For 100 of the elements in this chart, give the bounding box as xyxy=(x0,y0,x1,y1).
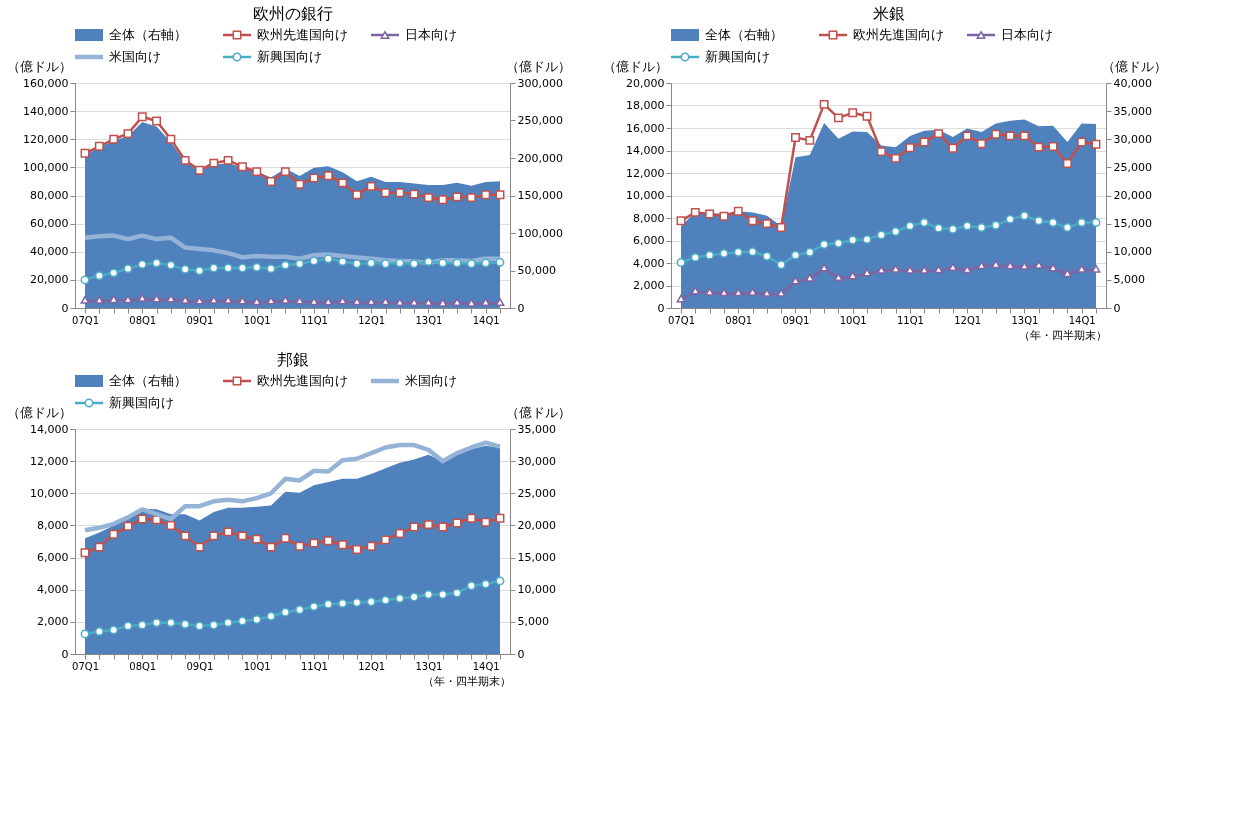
legend-label: 新興国向け xyxy=(705,49,770,64)
point xyxy=(690,207,700,217)
point xyxy=(919,218,929,227)
y-tick-label: 10,000 xyxy=(626,189,665,202)
point xyxy=(180,295,190,304)
x-axis-title: （年・四半期末） xyxy=(1018,328,1107,342)
y-tick-label: 140,000 xyxy=(23,104,69,118)
point xyxy=(223,155,233,165)
point xyxy=(1019,211,1029,221)
point xyxy=(495,513,505,523)
x-tick-label: 10Q1 xyxy=(243,660,271,672)
point xyxy=(1005,214,1015,224)
point xyxy=(166,134,176,144)
legend-label: 日本向け xyxy=(1001,27,1053,42)
point xyxy=(223,263,233,273)
point xyxy=(977,223,986,233)
y-axis-title: （億ドル） xyxy=(602,58,668,74)
y2-tick-label: 10,000 xyxy=(517,583,556,597)
y2-tick-label: 25,000 xyxy=(1113,160,1152,174)
point xyxy=(962,131,972,141)
point xyxy=(1091,139,1101,149)
y2-tick-label: 50,000 xyxy=(517,264,556,277)
point xyxy=(1048,263,1058,272)
point xyxy=(223,618,233,628)
y-tick-label: 4,000 xyxy=(633,256,665,270)
point xyxy=(1034,216,1044,226)
point xyxy=(905,221,915,231)
x-tick-label: 08Q1 xyxy=(725,314,753,326)
y2-tick-label: 35,000 xyxy=(517,422,556,436)
point xyxy=(237,162,247,172)
x-tick-label: 11Q1 xyxy=(896,314,924,326)
y2-tick-label: 20,000 xyxy=(1113,189,1152,202)
point xyxy=(805,247,815,257)
y-tick-label: 100,000 xyxy=(23,160,69,174)
point xyxy=(195,165,204,175)
legend-label: 全体（右軸） xyxy=(705,27,783,42)
y2-tick-label: 5,000 xyxy=(1113,273,1145,287)
y-axis-title: （億ドル） xyxy=(6,404,72,420)
point xyxy=(180,264,190,274)
point xyxy=(948,263,958,271)
legend-label: 欧州先進国向け xyxy=(853,27,944,42)
point xyxy=(819,263,829,272)
point xyxy=(237,616,247,626)
point xyxy=(452,518,462,528)
legend-label: 全体（右軸） xyxy=(109,27,187,42)
y-tick-label: 0 xyxy=(61,301,69,315)
point xyxy=(977,261,986,270)
point xyxy=(195,542,204,552)
point xyxy=(309,297,319,306)
point xyxy=(791,250,800,260)
y2-tick-label: 15,000 xyxy=(517,551,556,565)
y-tick-label: 14,000 xyxy=(30,422,69,436)
legend-label: 日本向け xyxy=(405,27,457,42)
point xyxy=(819,239,829,249)
point xyxy=(848,235,858,245)
x-tick-label: 11Q1 xyxy=(300,660,328,672)
x-tick-label: 14Q1 xyxy=(1068,314,1096,326)
point xyxy=(123,621,133,631)
point xyxy=(466,513,476,523)
point xyxy=(381,188,390,198)
x-tick-label: 07Q1 xyxy=(668,314,695,326)
point xyxy=(323,171,333,181)
y2-tick-label: 0 xyxy=(517,301,525,315)
point xyxy=(719,211,729,221)
point xyxy=(762,288,772,297)
point xyxy=(323,536,333,546)
point xyxy=(223,527,233,537)
point xyxy=(280,167,290,177)
point xyxy=(209,531,219,541)
point xyxy=(237,531,247,541)
point xyxy=(166,618,176,628)
point xyxy=(295,541,305,551)
point xyxy=(152,618,162,628)
point xyxy=(495,576,505,586)
point xyxy=(323,599,333,609)
point xyxy=(962,221,972,231)
point xyxy=(876,265,886,274)
legend-label: 米国向け xyxy=(109,49,161,64)
x-tick-label: 09Q1 xyxy=(782,314,810,326)
point xyxy=(423,298,433,306)
point xyxy=(381,535,390,545)
point xyxy=(919,137,929,147)
x-tick-label: 12Q1 xyxy=(358,660,386,672)
point xyxy=(195,621,204,631)
point xyxy=(690,252,700,262)
point xyxy=(381,259,390,269)
x-axis-title: （年・四半期末） xyxy=(422,674,511,688)
point xyxy=(848,108,858,118)
y-axis-title: （億ドル） xyxy=(6,58,72,74)
point xyxy=(152,258,162,268)
point xyxy=(438,298,448,307)
point xyxy=(352,598,362,608)
y2-axis-title: （億ドル） xyxy=(505,58,571,74)
point xyxy=(338,178,348,188)
point xyxy=(891,264,901,273)
point xyxy=(862,268,872,277)
point xyxy=(366,258,376,268)
point xyxy=(352,545,362,554)
point xyxy=(80,629,90,639)
point xyxy=(137,112,147,122)
